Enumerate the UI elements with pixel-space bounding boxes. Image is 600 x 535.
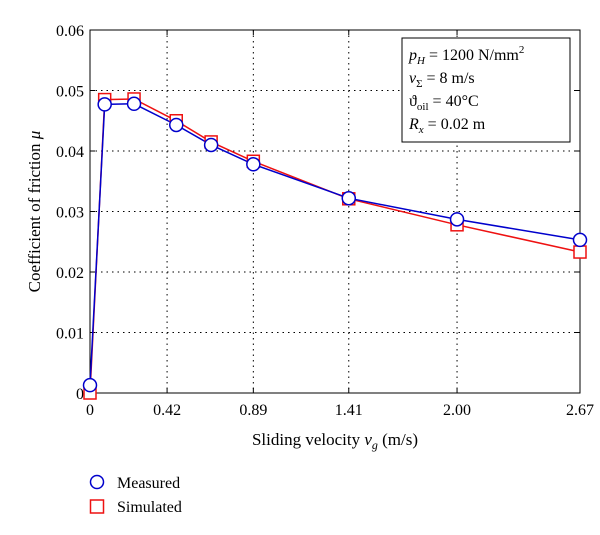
point-measured (572, 232, 588, 248)
point-measured (449, 212, 465, 227)
x-tick-label: 2.67 (566, 402, 594, 419)
param-radius: Rx = 0.02 m (408, 116, 486, 136)
legend: Measured Simulated (89, 474, 182, 516)
y-tick-label: 0.02 (56, 265, 84, 282)
point-measured (246, 157, 261, 172)
point-measured (169, 117, 184, 133)
y-tick-label: 0.03 (56, 205, 84, 222)
x-tick-label: 2.00 (443, 402, 471, 419)
point-measured (126, 96, 142, 112)
x-tick-label: 0.89 (239, 402, 267, 419)
parameter-box: pH = 1200 N/mm2 vΣ = 8 m/s ϑoil = 40°C R… (401, 37, 571, 143)
y-tick-label: 0.06 (56, 23, 84, 40)
x-axis-title: Sliding velocity vg (m/s) (252, 430, 418, 452)
y-tick-label: 0.05 (56, 84, 84, 101)
param-sum-velocity: vΣ = 8 m/s (409, 70, 475, 90)
y-axis-title: Coefficient of friction μ (25, 131, 44, 293)
point-simulated (573, 245, 587, 259)
series-lines (82, 92, 588, 400)
y-tick-label: 0.04 (56, 144, 84, 161)
point-measured (82, 377, 98, 393)
point-measured (203, 137, 219, 153)
y-tick-label: 0.01 (56, 326, 84, 343)
axis-ticks: 0 0.42 0.89 1.41 2.00 2.67 0 0.01 0.02 0.03 0.04 0.… (56, 23, 594, 419)
legend-item-measured: Measured (89, 474, 180, 492)
y-tick-label: 0 (76, 386, 84, 403)
parameter-box-frame (401, 37, 571, 143)
point-measured (97, 97, 112, 112)
legend-label-simulated: Simulated (117, 499, 182, 516)
point-measured (341, 190, 357, 206)
legend-marker-measured (89, 474, 105, 490)
series-line-measured (89, 103, 581, 386)
param-contact-pressure: pH = 1200 N/mm2 (408, 44, 524, 67)
x-tick-label: 0.42 (153, 402, 181, 419)
series-line-simulated (89, 98, 581, 394)
x-tick-label: 1.41 (335, 402, 363, 419)
x-tick-label: 0 (86, 402, 94, 419)
legend-marker-simulated (89, 499, 105, 514)
param-oil-temperature: ϑoil = 40°C (409, 93, 479, 113)
legend-item-simulated: Simulated (89, 499, 182, 516)
legend-label-measured: Measured (117, 475, 180, 492)
